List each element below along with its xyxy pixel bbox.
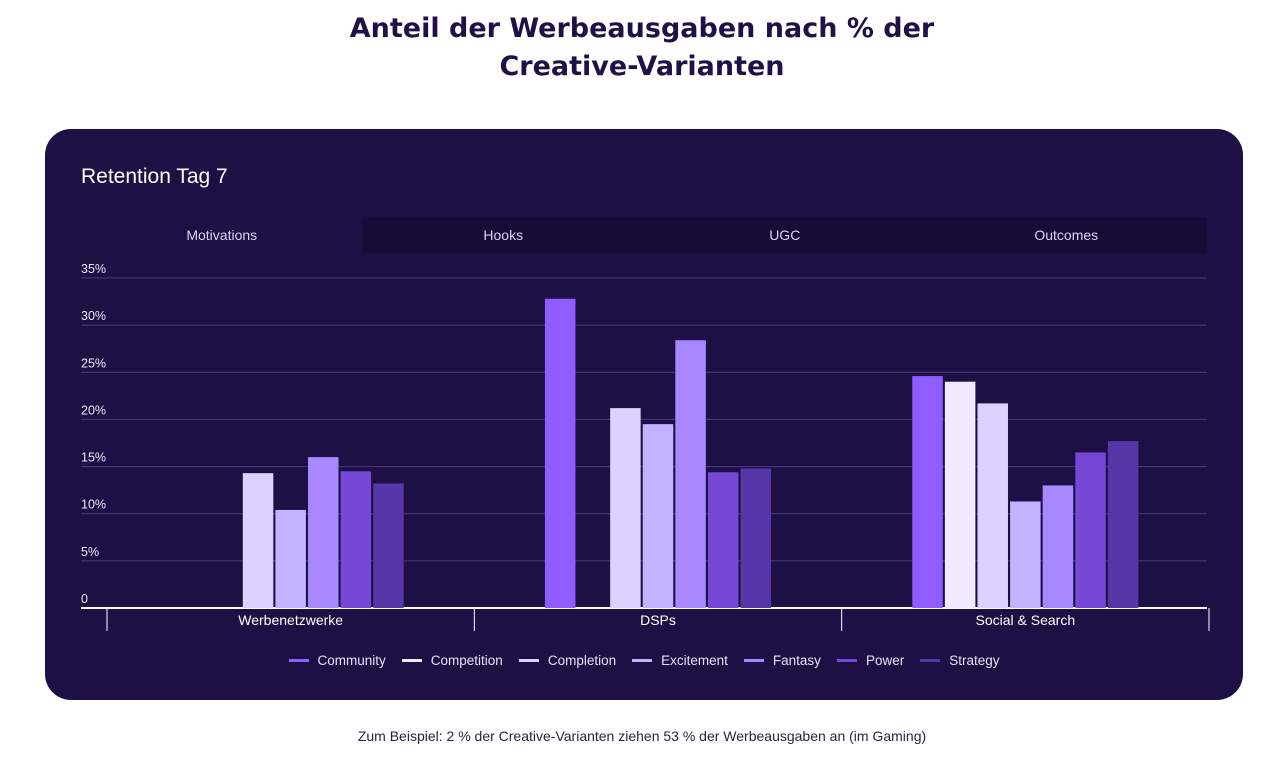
- bar: [912, 376, 943, 608]
- bar: [308, 457, 339, 608]
- legend-swatch: [401, 659, 422, 662]
- legend-swatch: [632, 659, 653, 662]
- y-tick-label: 25%: [81, 356, 106, 370]
- legend-label: Excitement: [661, 653, 728, 668]
- legend-label: Completion: [547, 653, 617, 668]
- bar: [977, 403, 1008, 608]
- legend-item[interactable]: Community: [288, 653, 386, 668]
- x-category-label: Werbenetzwerke: [238, 612, 343, 628]
- page-title: Anteil der Werbeausgaben nach % der Crea…: [0, 10, 1284, 86]
- bar: [340, 471, 372, 608]
- x-category-label: Social & Search: [976, 612, 1076, 628]
- legend-swatch: [518, 659, 539, 662]
- bar-chart: 0 5% 10% 15% 20% 25% 30% 35% Werbenetzwerke DSPs S…: [81, 262, 1210, 631]
- legend-label: Competition: [430, 653, 503, 668]
- caption: Zum Beispiel: 2 % der Creative-Varianten…: [357, 728, 927, 744]
- tab-ugc[interactable]: UGC: [769, 227, 801, 243]
- legend-swatch: [288, 659, 309, 662]
- bar: [1075, 452, 1106, 608]
- tab-hooks[interactable]: Hooks: [483, 227, 524, 243]
- category-tabs: Motivations Hooks UGC Outcomes: [81, 217, 1207, 253]
- y-tick-label: 5%: [81, 545, 99, 559]
- bar: [642, 424, 674, 608]
- bar: [610, 408, 641, 608]
- legend-item[interactable]: Completion: [518, 653, 617, 668]
- legend-label: Community: [317, 653, 386, 668]
- bar: [1042, 485, 1074, 608]
- chart-legend: Community Competition Completion Excitement…: [45, 653, 1243, 668]
- y-tick-label: 30%: [81, 309, 106, 323]
- bar: [275, 509, 306, 608]
- legend-swatch: [920, 659, 941, 662]
- page-title-line-1: Anteil der Werbeausgaben nach % der: [349, 13, 935, 44]
- bar: [740, 468, 772, 608]
- bar: [1107, 441, 1139, 608]
- y-tick-label: 0: [81, 592, 88, 606]
- legend-item[interactable]: Strategy: [920, 653, 999, 668]
- page-title-line-2: Creative-Varianten: [499, 51, 785, 82]
- legend-swatch: [743, 659, 764, 662]
- legend-swatch: [836, 659, 857, 662]
- y-tick-label: 10%: [81, 498, 106, 512]
- legend-item[interactable]: Excitement: [632, 653, 728, 668]
- chart-card: Retention Tag 7 Motivations Hooks UGC Ou…: [45, 129, 1243, 700]
- bar: [707, 472, 739, 608]
- legend-label: Fantasy: [772, 653, 821, 668]
- bar: [944, 381, 976, 608]
- bar: [373, 483, 404, 608]
- y-tick-label: 15%: [81, 451, 106, 465]
- x-category-label: DSPs: [640, 612, 676, 628]
- legend-label: Strategy: [949, 653, 1000, 668]
- y-tick-label: 35%: [81, 262, 106, 276]
- legend-label: Power: [865, 653, 905, 668]
- chart-title: Retention Tag 7: [81, 165, 228, 188]
- legend-item[interactable]: Competition: [401, 653, 503, 668]
- y-tick-label: 20%: [81, 403, 106, 417]
- bar: [544, 298, 576, 608]
- bar: [242, 473, 274, 608]
- tab-outcomes[interactable]: Outcomes: [1034, 227, 1099, 243]
- tab-motivations[interactable]: Motivations: [81, 217, 363, 253]
- bar: [1010, 501, 1041, 608]
- legend-item[interactable]: Power: [836, 653, 905, 668]
- bar: [675, 340, 706, 608]
- legend-item[interactable]: Fantasy: [743, 653, 821, 668]
